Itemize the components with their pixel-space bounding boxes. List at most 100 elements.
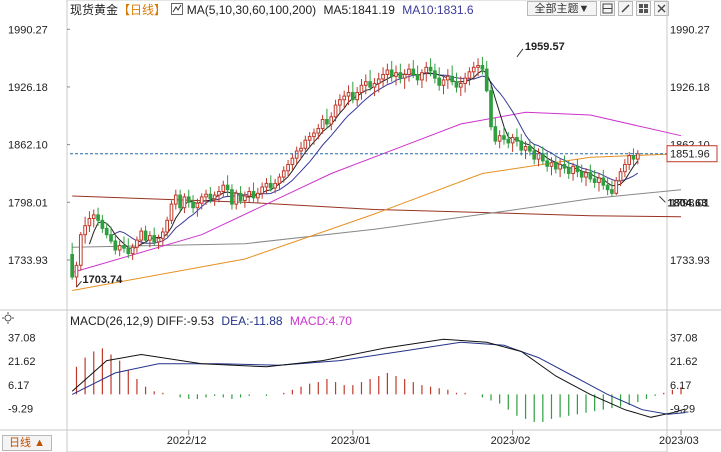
candle-body [290,157,295,165]
candle-body [260,186,264,194]
candle-body [83,225,87,236]
candle-body [148,235,152,241]
recent-low-annotation: 1804.63 [667,197,707,209]
candle-body [78,234,83,266]
candle-body [433,70,437,79]
candle-body [208,193,213,200]
macd-tick-label-left: 37.08 [8,333,36,345]
candle-body [312,132,316,138]
candle-body [484,68,489,92]
candle-body [113,240,118,251]
candle-body [579,171,584,178]
candle-body [346,92,351,97]
macd-dea: DEA:-11.88 [221,314,283,328]
candle-body [502,135,506,140]
y-tick-label-left: 1798.01 [8,197,48,209]
candle-body [238,192,243,202]
candle-body [627,155,632,165]
candle-body [597,177,601,183]
settings-icon [602,3,613,14]
candle-body [74,264,79,278]
candle-body [87,218,92,227]
draw-tool-button[interactable] [618,1,633,16]
candle-body [588,172,593,180]
x-tick-label: 2022/12 [167,435,207,447]
candle-body [532,150,537,160]
y-tick-label-left: 1733.93 [8,255,48,267]
candle-body [553,162,558,170]
macd-tick-label-right: 37.08 [670,333,698,345]
close-icon [657,4,666,13]
recent-low-annotation-arrow [659,195,666,203]
candle-body [96,214,100,221]
candle-body [476,65,480,68]
current-price-box [666,145,718,163]
ma-toggle-icon[interactable] [171,3,184,15]
high-annotation: 1959.57 [525,41,565,53]
candle-body [359,84,364,94]
candle-body [545,160,549,167]
candle-body [497,135,502,142]
candle-body [411,68,416,75]
candle-body [251,191,256,199]
high-annotation-arrow [516,48,524,58]
candle-body [441,79,446,86]
candle-body [536,153,541,160]
layout-button[interactable] [636,1,651,16]
period-bracket: 【日线】 [118,3,167,17]
candle-body [407,68,411,75]
settings-button[interactable] [600,1,615,16]
candle-body [402,74,407,79]
low-annotation: 1703.74 [82,274,123,286]
candle-body [558,164,562,170]
candle-body [415,74,420,81]
y-tick-label-right: 1926.18 [670,82,710,94]
candle-body [566,167,571,175]
candle-body [316,128,321,134]
candle-body [506,138,511,144]
candle-body [212,194,217,200]
ma10-line [110,72,639,244]
candle-body [376,78,381,84]
candle-body [575,165,580,173]
macd-tick-label-left: -9.29 [8,404,33,416]
ma5-value: MA5:1841.19 [323,3,395,17]
low-annotation-arrow [76,280,82,288]
close-button[interactable] [654,1,669,16]
sun-icon[interactable] [2,312,14,324]
period-button[interactable]: 日线 ▲ [2,435,52,451]
candle-body [234,192,239,205]
macd-tick-label-left: 6.17 [8,380,29,392]
macd-value: MACD:4.70 [289,314,352,328]
grid-icon [639,4,648,13]
candle-body [446,75,450,81]
y-tick-label-right: 1733.93 [670,255,710,267]
candle-body [186,196,191,203]
candle-body [584,172,588,178]
candle-body [610,189,614,194]
candle-body [398,72,403,79]
candle-body [165,219,169,233]
theme-select-button[interactable]: 全部主题▼ [527,1,597,16]
x-tick-label: 2023/02 [491,435,531,447]
macd-diff: DIFF:-9.53 [156,314,215,328]
candle-body [230,189,234,205]
candle-body [454,81,459,88]
candle-body [372,83,377,88]
candle-body [338,99,342,106]
candle-body [243,195,247,201]
candle-body [385,69,390,75]
candle-body [342,95,347,101]
y-tick-label-left: 1926.18 [8,82,48,94]
candle-body [139,230,144,241]
current-price-label: 1851.96 [670,149,710,161]
candle-body [104,227,109,236]
candle-body [264,182,269,188]
ma30-line [72,111,682,273]
candle-body [156,237,161,243]
macd-header: MACD(26,12,9) DIFF:-9.53 DEA:-11.88 MACD… [70,313,352,329]
candle-body [571,165,575,175]
candle-body [217,191,221,196]
candle-body [368,81,372,88]
candle-body [152,235,157,243]
